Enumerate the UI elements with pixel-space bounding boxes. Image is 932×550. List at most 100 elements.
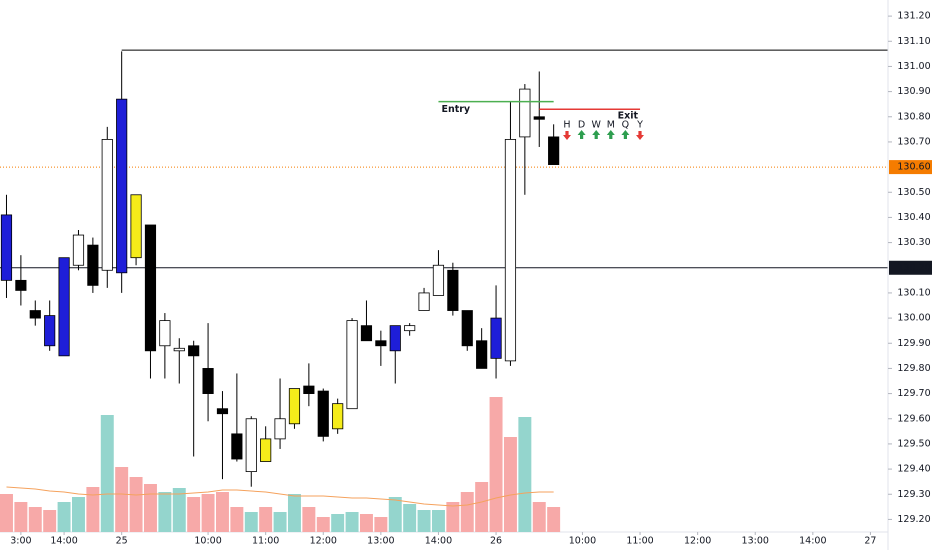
- y-tick-label: 130.30: [897, 237, 930, 248]
- x-tick-label: 12:00: [310, 536, 337, 547]
- volume-bar: [374, 517, 388, 532]
- volume-bar: [259, 507, 273, 532]
- candle-body: [461, 310, 473, 347]
- x-tick-label: 14:00: [50, 536, 77, 547]
- x-tick-label: 11:00: [252, 536, 279, 547]
- y-tick-label: 129.20: [897, 514, 930, 525]
- candle-body: [216, 408, 229, 415]
- y-tick-label: 130.00: [897, 313, 930, 324]
- volume-bar: [215, 492, 229, 532]
- x-tick-label: 3:00: [10, 536, 31, 547]
- candle-body: [274, 418, 286, 440]
- volume-bar: [14, 502, 28, 532]
- candle-body: [533, 116, 545, 120]
- y-tick-label: 130.70: [897, 136, 930, 147]
- volume-bar: [460, 492, 474, 532]
- candle-body: [504, 139, 517, 362]
- candle-body: [303, 385, 315, 394]
- candle-body: [159, 320, 171, 347]
- indicator-label: D: [578, 120, 585, 131]
- candle-body: [231, 433, 243, 460]
- volume-bar: [518, 417, 532, 532]
- indicator-arrow: [606, 130, 615, 139]
- volume-bar: [86, 487, 100, 532]
- x-tick-label: 14:00: [799, 536, 826, 547]
- candle-body: [346, 320, 358, 410]
- indicator-arrow: [621, 130, 630, 139]
- volume-bar: [129, 477, 143, 532]
- y-tick-label: 130.50: [897, 187, 930, 198]
- x-tick-label: 12:00: [684, 536, 711, 547]
- candle-body: [317, 390, 329, 437]
- candle-body: [375, 340, 387, 347]
- entry-label: Entry: [441, 104, 470, 115]
- indicator-label: Y: [636, 120, 643, 131]
- candle-body: [260, 438, 272, 462]
- y-tick-label: 129.40: [897, 464, 930, 475]
- y-tick-label: 131.00: [897, 61, 930, 72]
- volume-bar: [0, 494, 13, 532]
- indicator-arrow: [636, 131, 644, 140]
- candle-body: [418, 292, 430, 311]
- volume-bar: [431, 510, 445, 532]
- candle-body: [432, 264, 445, 296]
- volume-bar: [273, 512, 287, 532]
- candle-body: [288, 388, 301, 425]
- y-tick-label: 129.70: [897, 388, 930, 399]
- indicator-arrow: [577, 130, 586, 139]
- exit-label: Exit: [618, 111, 639, 122]
- volume-bar: [302, 507, 316, 532]
- x-tick-label: 25: [116, 536, 128, 547]
- candle-body: [332, 403, 344, 430]
- price-label-box: [889, 160, 932, 175]
- volume-bar: [532, 502, 546, 532]
- indicator-arrow: [592, 130, 601, 139]
- y-tick-label: 131.20: [897, 11, 930, 22]
- volume-bar: [446, 502, 460, 532]
- volume-bar: [43, 510, 57, 532]
- volume-bar: [359, 514, 373, 532]
- candle-body: [476, 340, 488, 369]
- volume-bar: [71, 497, 85, 532]
- candle-body: [130, 194, 142, 259]
- volume-bar: [201, 494, 215, 532]
- candle-body: [0, 214, 13, 281]
- volume-bar: [143, 484, 157, 532]
- candle-body: [101, 139, 113, 271]
- volume-bar: [158, 492, 172, 532]
- x-tick-label: 14:00: [425, 536, 452, 547]
- volume-bar: [489, 397, 503, 532]
- x-tick-label: 13:00: [367, 536, 394, 547]
- candle-body: [72, 234, 85, 266]
- y-tick-label: 129.90: [897, 338, 930, 349]
- candle-body: [29, 310, 41, 319]
- volume-bar: [331, 514, 345, 532]
- price-label-box: [889, 260, 932, 275]
- candle-body: [44, 315, 56, 347]
- y-tick-label: 130.80: [897, 111, 930, 122]
- candle-body: [58, 257, 70, 357]
- indicator-label: H: [563, 120, 570, 131]
- x-tick-label: 10:00: [569, 536, 596, 547]
- time-axis-bg: [0, 532, 888, 550]
- volume-bar: [230, 507, 244, 532]
- y-tick-label: 130.90: [897, 86, 930, 97]
- candle-body: [548, 136, 560, 165]
- candle-body: [519, 88, 531, 138]
- candle-body: [389, 325, 401, 352]
- indicator-label: Q: [622, 120, 629, 131]
- volume-bar: [187, 497, 201, 532]
- volume-bar: [403, 504, 417, 532]
- volume-bar: [287, 494, 301, 532]
- y-tick-label: 131.10: [897, 36, 930, 47]
- candle-body: [116, 98, 128, 274]
- volume-bar: [244, 512, 258, 532]
- y-tick-label: 130.40: [897, 212, 930, 223]
- volume-bar: [503, 437, 517, 532]
- candle-body: [447, 269, 459, 311]
- y-tick-label: 129.30: [897, 489, 930, 500]
- indicator-label: W: [591, 120, 601, 131]
- indicator-arrow: [563, 131, 571, 140]
